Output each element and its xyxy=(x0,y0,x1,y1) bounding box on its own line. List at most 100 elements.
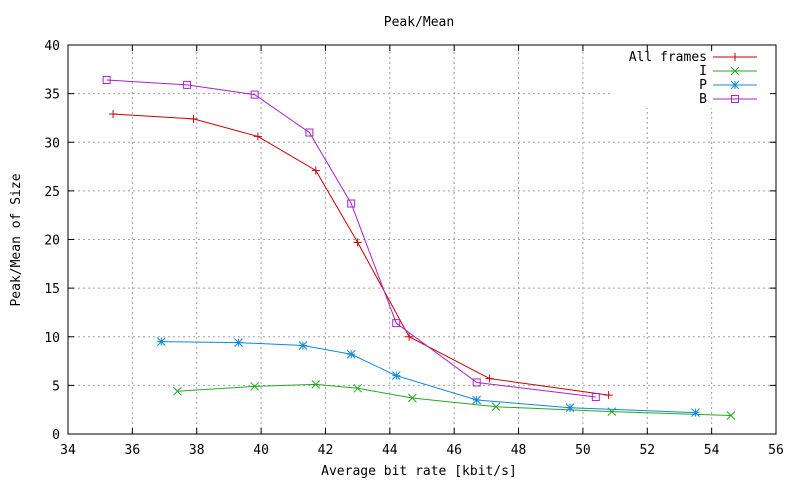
marker-stroke xyxy=(346,349,356,359)
series-line xyxy=(113,113,609,396)
axes: 34 36 38 40 42 44 46 48 50 52 54 56 0 5 10 15 20 25 30 35 40 xyxy=(44,39,783,458)
marker-square xyxy=(472,378,481,387)
series-b xyxy=(102,76,600,402)
data-point xyxy=(565,403,575,413)
y-tick-label: 25 xyxy=(44,185,60,200)
marker-square xyxy=(347,199,356,208)
data-point xyxy=(485,374,494,383)
chart-title: Peak/Mean xyxy=(384,15,454,30)
data-point xyxy=(250,381,260,391)
marker-stroke xyxy=(353,383,362,393)
data-point xyxy=(250,90,259,99)
y-tick-label: 35 xyxy=(44,88,60,103)
marker-stroke xyxy=(730,80,740,90)
data-point xyxy=(183,80,192,89)
marker-stroke xyxy=(607,407,617,416)
x-tick-label: 36 xyxy=(125,443,141,458)
data-point xyxy=(311,380,321,389)
marker-stroke xyxy=(311,380,321,389)
marker-stroke xyxy=(156,337,166,346)
data-point xyxy=(346,349,356,359)
data-point xyxy=(472,378,481,387)
x-tick-label: 46 xyxy=(446,443,462,458)
legend-label: P xyxy=(699,78,707,93)
data-point xyxy=(407,393,417,403)
series-p xyxy=(156,337,700,417)
x-tick-label: 48 xyxy=(511,443,527,458)
marker-stroke xyxy=(250,381,260,391)
marker-stroke xyxy=(391,371,401,381)
marker-square xyxy=(731,95,739,103)
marker-stroke xyxy=(491,402,501,412)
data-point xyxy=(109,110,118,119)
legend-label: I xyxy=(699,64,707,79)
x-tick-label: 44 xyxy=(382,443,398,458)
marker-stroke xyxy=(173,386,182,396)
y-tick-label: 0 xyxy=(52,428,60,443)
x-tick-label: 54 xyxy=(704,443,720,458)
data-point xyxy=(353,383,362,393)
marker-square xyxy=(250,90,259,99)
data-point xyxy=(392,319,401,328)
data-point xyxy=(472,395,482,405)
y-axis-label: Peak/Mean of Size xyxy=(9,173,24,306)
series-all-frames xyxy=(109,110,613,400)
legend-entry: P xyxy=(699,78,757,93)
marker-stroke xyxy=(407,393,417,403)
y-tick-label: 20 xyxy=(44,234,60,249)
data-point xyxy=(347,199,356,208)
data-point xyxy=(730,66,740,76)
legend-entry: I xyxy=(699,64,757,79)
x-tick-label: 40 xyxy=(253,443,269,458)
data-point xyxy=(253,132,262,141)
series-line xyxy=(177,383,731,417)
marker-stroke xyxy=(730,66,740,76)
plot-area xyxy=(102,76,736,420)
data-point xyxy=(173,386,182,396)
marker-stroke xyxy=(234,338,243,347)
x-tick-label: 42 xyxy=(318,443,334,458)
series-i xyxy=(173,380,736,420)
data-point xyxy=(726,411,736,420)
marker-square xyxy=(305,128,314,137)
y-tick-label: 15 xyxy=(44,282,60,297)
data-point xyxy=(353,238,362,247)
data-point xyxy=(189,114,198,123)
data-point xyxy=(305,128,314,137)
series-line xyxy=(106,79,596,398)
data-point xyxy=(311,166,320,175)
legend-entry: B xyxy=(699,92,757,107)
marker-stroke xyxy=(565,403,575,413)
x-tick-label: 50 xyxy=(575,443,591,458)
data-point xyxy=(731,53,739,61)
legend-entry: All frames xyxy=(629,50,757,65)
x-tick-label: 56 xyxy=(768,443,784,458)
data-point xyxy=(156,337,166,346)
marker-square xyxy=(183,80,192,89)
marker-square xyxy=(591,393,600,402)
y-tick-label: 40 xyxy=(44,39,60,54)
y-tick-label: 10 xyxy=(44,331,60,346)
data-point xyxy=(391,371,401,381)
y-tick-label: 5 xyxy=(52,379,60,394)
data-point xyxy=(604,391,613,400)
x-tick-label: 52 xyxy=(639,443,655,458)
data-point xyxy=(102,76,111,85)
grid-lines xyxy=(68,45,776,434)
data-point xyxy=(730,80,740,90)
x-tick-label: 38 xyxy=(189,443,205,458)
x-axis-label: Average bit rate [kbit/s] xyxy=(321,464,517,479)
marker-stroke xyxy=(691,408,700,417)
series-line xyxy=(161,341,696,414)
x-tick-label: 34 xyxy=(60,443,76,458)
marker-square xyxy=(102,76,111,85)
marker-stroke xyxy=(298,341,308,350)
legend-label: All frames xyxy=(629,50,707,65)
marker-square xyxy=(392,319,401,328)
data-point xyxy=(591,393,600,402)
marker-stroke xyxy=(726,411,736,420)
data-point xyxy=(491,402,501,412)
data-point xyxy=(731,95,739,103)
